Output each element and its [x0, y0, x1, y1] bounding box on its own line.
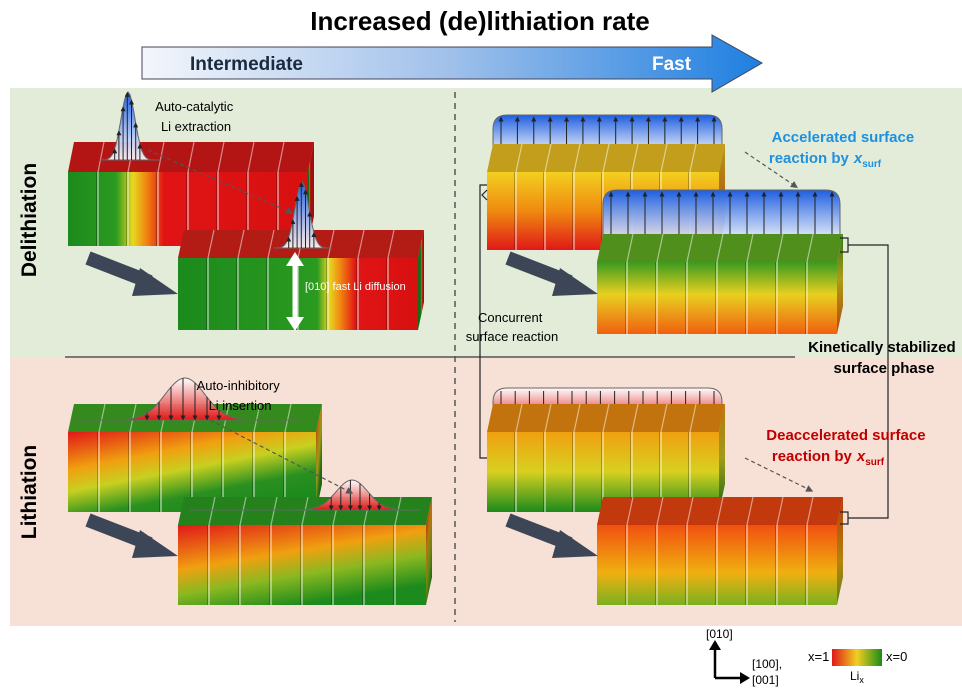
- axis-head: [740, 672, 750, 684]
- annotation-line: Concurrent: [478, 310, 543, 325]
- annotation-line: surface reaction: [466, 329, 559, 344]
- annotation-line: reaction by: [772, 448, 853, 465]
- legend-title: Lix: [850, 669, 864, 685]
- axis-label: [100],: [752, 657, 782, 671]
- arrow-label: Fast: [652, 54, 692, 75]
- axes-glyph: [715, 648, 742, 678]
- annotation-line: Accelerated surface: [772, 129, 915, 146]
- row-label: Lithiation: [18, 445, 41, 539]
- axis-head: [709, 640, 721, 650]
- legend-bar: [832, 649, 882, 666]
- annotation-line: reaction by: [769, 150, 850, 167]
- annotation-line: surface phase: [834, 360, 935, 377]
- subscript: surf: [865, 457, 885, 468]
- legend-label: x=0: [886, 649, 907, 664]
- figure: Increased (de)lithiation rate Intermedia…: [0, 0, 962, 689]
- annotation-line: Auto-catalytic: [155, 99, 234, 114]
- axis-label: [001]: [752, 673, 779, 687]
- arrow-label: Intermediate: [190, 54, 303, 75]
- row-label: Delithiation: [18, 163, 41, 277]
- annotation-line: Auto-inhibitory: [197, 378, 281, 393]
- axis-label: [010]: [706, 627, 733, 641]
- legend-label: x=1: [808, 649, 829, 664]
- annotation-line: Deaccelerated surface: [766, 427, 925, 444]
- legend-title-sub: x: [859, 675, 864, 685]
- annotation-line: Li extraction: [161, 119, 231, 134]
- annotation-line: Kinetically stabilized: [808, 339, 956, 356]
- legend-title-main: Li: [850, 669, 859, 683]
- annotation: [010] fast Li diffusion: [305, 281, 406, 293]
- subscript: surf: [862, 159, 882, 170]
- title: Increased (de)lithiation rate: [310, 6, 650, 36]
- annotation-line: Li insertion: [209, 398, 272, 413]
